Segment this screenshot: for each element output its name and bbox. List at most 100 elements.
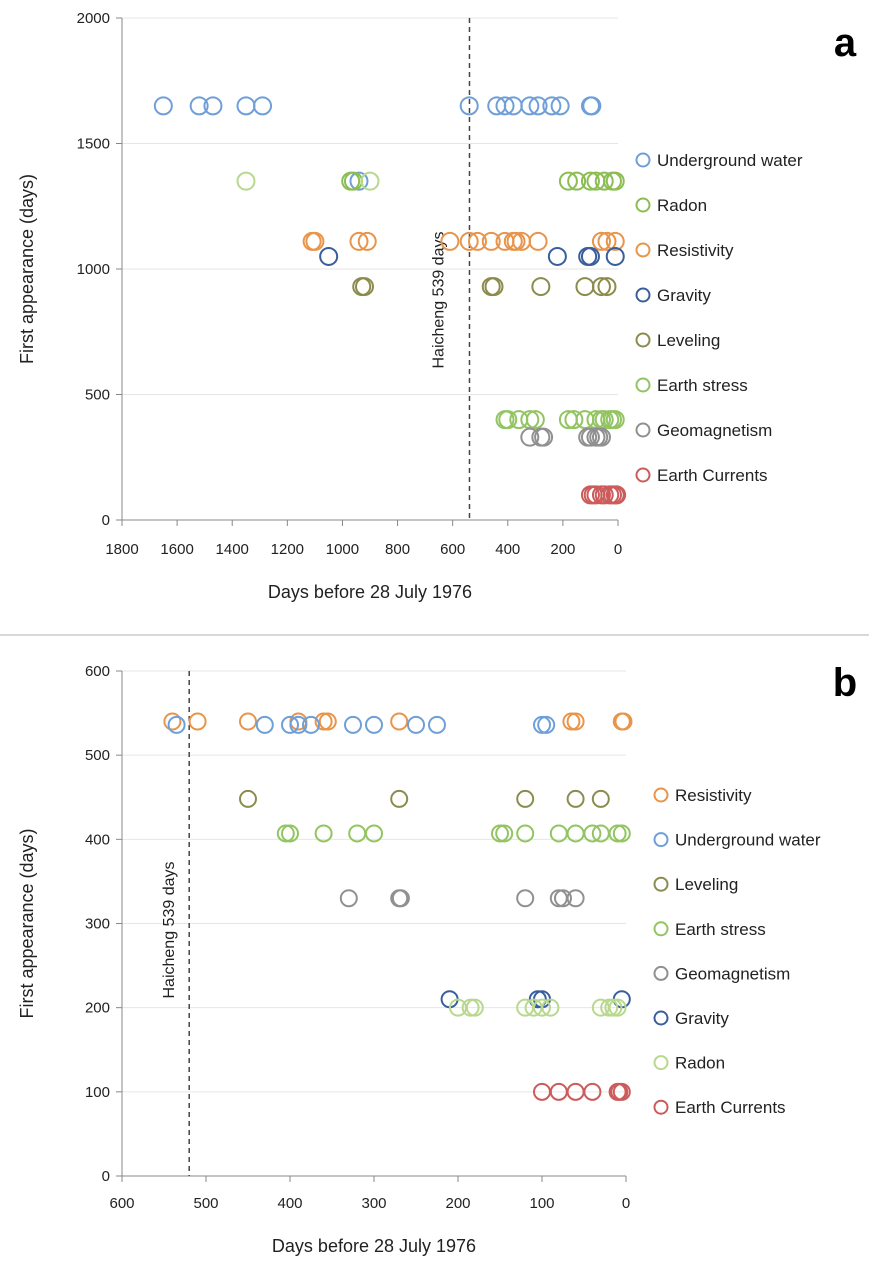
legend-marker bbox=[635, 377, 651, 393]
data-point bbox=[608, 998, 627, 1017]
data-point bbox=[607, 485, 627, 505]
data-point bbox=[305, 231, 325, 251]
data-point bbox=[528, 231, 548, 251]
panel-letter: a bbox=[834, 21, 857, 65]
data-point bbox=[506, 231, 526, 251]
data-point bbox=[354, 277, 374, 297]
data-point bbox=[281, 824, 299, 843]
data-point bbox=[516, 789, 535, 808]
legend-marker bbox=[653, 1099, 669, 1115]
legend-label: Radon bbox=[657, 196, 707, 215]
data-point bbox=[461, 998, 480, 1017]
x-tick-label: 300 bbox=[361, 1195, 386, 1212]
data-point bbox=[516, 889, 535, 908]
legend-label: Underground water bbox=[675, 831, 821, 850]
data-point bbox=[612, 1082, 631, 1101]
y-tick-label: 400 bbox=[85, 831, 110, 848]
chart-panel-b: 0 100 200 300 400 500 600 600 500 400 300 200 100 0 Da… bbox=[17, 661, 857, 1256]
legend-label: Leveling bbox=[657, 331, 720, 350]
data-point bbox=[516, 824, 535, 843]
legend-marker bbox=[635, 152, 651, 168]
data-point bbox=[428, 715, 446, 734]
data-point bbox=[281, 715, 299, 734]
data-point bbox=[203, 96, 223, 116]
data-point bbox=[344, 715, 362, 734]
x-tick-label: 400 bbox=[495, 541, 520, 558]
data-point bbox=[365, 715, 383, 734]
data-point bbox=[318, 712, 337, 731]
data-point bbox=[459, 96, 479, 116]
data-point bbox=[239, 712, 257, 731]
legend-label: Underground water bbox=[657, 151, 803, 170]
data-point bbox=[391, 889, 410, 908]
data-point bbox=[534, 427, 554, 447]
data-point bbox=[319, 246, 339, 266]
legend-marker bbox=[635, 242, 651, 258]
data-point bbox=[302, 715, 320, 734]
y-tick-label: 0 bbox=[102, 1168, 110, 1185]
data-point bbox=[537, 715, 556, 734]
legend-marker bbox=[653, 876, 669, 892]
legend-label: Gravity bbox=[675, 1009, 729, 1028]
legend-label: Radon bbox=[675, 1054, 725, 1073]
data-point bbox=[566, 789, 585, 808]
data-point bbox=[591, 427, 611, 447]
y-tick-label: 600 bbox=[85, 663, 110, 680]
data-point bbox=[604, 998, 623, 1017]
x-tick-label: 100 bbox=[529, 1195, 554, 1212]
y-axis-label: First appearance (days) bbox=[17, 828, 37, 1018]
legend-label: Geomagnetism bbox=[657, 421, 772, 440]
data-point bbox=[520, 96, 540, 116]
data-point bbox=[189, 96, 209, 116]
reference-line-label: Haicheng 539 days bbox=[430, 232, 447, 369]
y-axis-label: First appearance (days) bbox=[17, 174, 37, 364]
data-point bbox=[608, 824, 627, 843]
data-point bbox=[349, 171, 369, 191]
data-point bbox=[188, 712, 207, 731]
legend-marker bbox=[653, 965, 669, 981]
data-point bbox=[582, 96, 602, 116]
data-point bbox=[605, 410, 625, 430]
data-point bbox=[314, 712, 333, 731]
data-point bbox=[255, 715, 274, 734]
data-point bbox=[467, 231, 487, 251]
data-point bbox=[567, 171, 587, 191]
x-tick-label: 1200 bbox=[271, 541, 304, 558]
legend-label: Earth stress bbox=[657, 376, 748, 395]
data-point bbox=[558, 171, 578, 191]
data-point bbox=[580, 427, 600, 447]
data-point bbox=[525, 410, 545, 430]
y-tick-label: 0 bbox=[102, 512, 110, 529]
data-point bbox=[239, 789, 257, 808]
data-point bbox=[594, 485, 614, 505]
data-point bbox=[236, 96, 256, 116]
legend-label: Leveling bbox=[675, 875, 738, 894]
reference-line-label: Haicheng 539 days bbox=[161, 862, 178, 999]
data-point bbox=[554, 889, 572, 908]
data-point bbox=[591, 231, 611, 251]
x-tick-label: 0 bbox=[622, 1195, 630, 1212]
legend-label: Gravity bbox=[657, 286, 711, 305]
data-point bbox=[491, 824, 509, 843]
data-point bbox=[163, 712, 182, 731]
y-tick-label: 100 bbox=[85, 1084, 110, 1101]
x-tick-label: 1800 bbox=[105, 541, 138, 558]
data-point bbox=[597, 231, 617, 251]
legend-marker bbox=[635, 422, 651, 438]
data-point bbox=[459, 231, 479, 251]
x-tick-label: 200 bbox=[550, 541, 575, 558]
data-point bbox=[495, 96, 515, 116]
data-point bbox=[531, 277, 551, 297]
x-tick-label: 600 bbox=[440, 541, 465, 558]
data-point bbox=[580, 246, 600, 266]
data-point bbox=[498, 410, 518, 430]
data-point bbox=[542, 96, 562, 116]
data-point bbox=[349, 231, 369, 251]
legend-marker bbox=[635, 287, 651, 303]
data-point bbox=[600, 998, 619, 1017]
data-point bbox=[440, 231, 460, 251]
data-point bbox=[549, 889, 568, 908]
data-point bbox=[533, 998, 551, 1017]
data-point bbox=[365, 824, 383, 843]
